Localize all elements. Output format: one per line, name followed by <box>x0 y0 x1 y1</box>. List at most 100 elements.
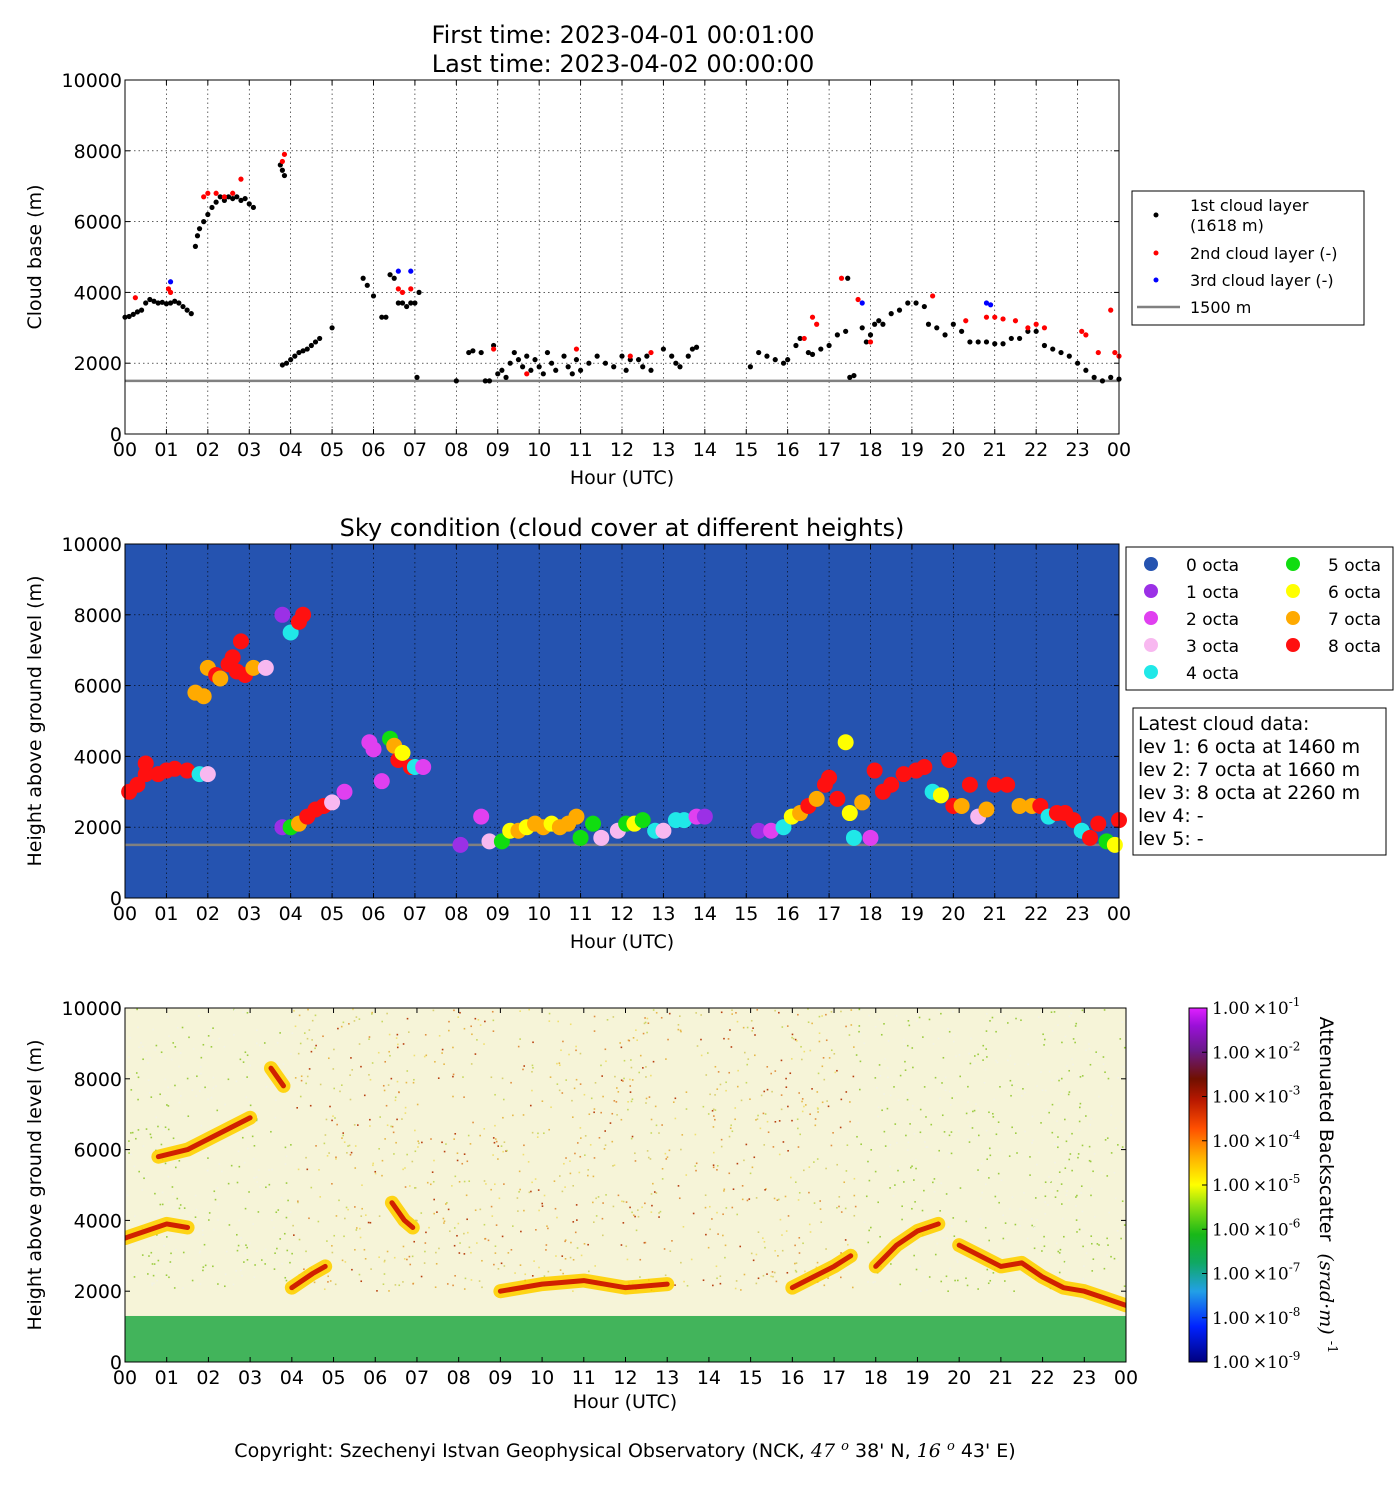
backscatter-speckle <box>915 1167 917 1170</box>
backscatter-speckle <box>541 1202 544 1205</box>
cloud-layer-1-point <box>880 321 886 327</box>
backscatter-speckle <box>519 1010 521 1012</box>
backscatter-speckle <box>677 1185 680 1187</box>
backscatter-speckle <box>446 1202 448 1204</box>
backscatter-speckle <box>452 1075 454 1078</box>
backscatter-speckle <box>759 1127 762 1130</box>
backscatter-speckle <box>939 1097 941 1100</box>
backscatter-speckle <box>194 1194 197 1197</box>
backscatter-speckle <box>878 1064 881 1066</box>
backscatter-speckle <box>1019 1225 1021 1227</box>
octa-8-point <box>883 776 900 793</box>
cloud-layer-1-point <box>201 219 207 225</box>
backscatter-speckle <box>578 1171 581 1174</box>
backscatter-speckle <box>1023 1091 1026 1094</box>
backscatter-speckle <box>297 1201 299 1204</box>
cloud-layer-1-point <box>391 275 397 281</box>
octa-legend-frame <box>1125 546 1394 691</box>
backscatter-speckle <box>365 1214 367 1216</box>
backscatter-speckle <box>1019 1208 1022 1210</box>
backscatter-speckle <box>195 1095 198 1097</box>
backscatter-speckle <box>381 1174 383 1177</box>
backscatter-speckle <box>157 1215 160 1217</box>
degree-symbol: o <box>841 1439 849 1454</box>
backscatter-speckle <box>1080 1185 1083 1187</box>
backscatter-speckle <box>1053 1011 1056 1013</box>
backscatter-speckle <box>520 1230 522 1233</box>
cloud-layer-3-point <box>983 300 990 306</box>
backscatter-speckle <box>1056 1078 1059 1080</box>
backscatter-speckle <box>445 1203 447 1205</box>
cloud-layer-1-point <box>515 357 522 363</box>
backscatter-speckle <box>1062 1217 1064 1220</box>
backscatter-speckle <box>639 1276 641 1278</box>
backscatter-speckle <box>1102 1056 1105 1058</box>
backscatter-speckle <box>154 1048 157 1051</box>
y-tick-label: 6000 <box>74 676 122 698</box>
octa-8-point <box>986 776 1003 793</box>
backscatter-speckle <box>300 1079 303 1082</box>
backscatter-speckle <box>1056 1143 1059 1146</box>
colorbar-units: (srad·m) <box>1315 1253 1337 1334</box>
backscatter-speckle <box>911 1047 914 1049</box>
backscatter-speckle <box>178 1160 181 1162</box>
backscatter-speckle <box>1068 1199 1071 1202</box>
backscatter-speckle <box>686 1284 689 1287</box>
backscatter-speckle <box>845 1170 848 1172</box>
x-tick-label: 13 <box>651 439 675 461</box>
backscatter-speckle <box>558 1089 561 1092</box>
backscatter-speckle <box>669 1250 672 1252</box>
backscatter-speckle <box>625 1245 628 1248</box>
backscatter-speckle <box>248 1101 251 1103</box>
backscatter-speckle <box>731 1013 734 1015</box>
colorbar-tick-label: 1.00 ×10-6 <box>1212 1216 1300 1240</box>
backscatter-speckle <box>1123 1224 1126 1226</box>
backscatter-speckle <box>507 1252 510 1254</box>
backscatter-speckle <box>490 1188 492 1191</box>
backscatter-speckle <box>213 1190 216 1193</box>
backscatter-speckle <box>347 1208 349 1211</box>
backscatter-speckle <box>555 1255 557 1257</box>
backscatter-speckle <box>1030 1217 1033 1220</box>
backscatter-speckle <box>1078 1228 1081 1231</box>
y-tick-label: 10000 <box>62 998 122 1020</box>
backscatter-speckle <box>575 1078 578 1081</box>
cloud-layer-1-point <box>172 298 178 304</box>
backscatter-speckle <box>152 1274 155 1277</box>
octa-5-point <box>585 815 602 832</box>
backscatter-speckle <box>1094 1216 1096 1218</box>
cloud-layer-2-point <box>855 296 861 303</box>
backscatter-speckle <box>764 1189 766 1191</box>
backscatter-speckle <box>490 1076 493 1079</box>
backscatter-speckle <box>329 1105 331 1108</box>
backscatter-speckle <box>680 1148 682 1151</box>
backscatter-speckle <box>327 1057 330 1060</box>
backscatter-speckle <box>334 1117 336 1119</box>
backscatter-speckle <box>371 1011 373 1014</box>
backscatter-speckle <box>387 1084 390 1086</box>
backscatter-speckle <box>1110 1114 1112 1116</box>
cloud-layer-1-point <box>466 349 472 356</box>
latitude-minutes: 38' N, <box>855 1440 917 1462</box>
backscatter-speckle <box>825 1013 827 1016</box>
backscatter-speckle <box>442 1217 445 1220</box>
backscatter-speckle <box>953 1235 956 1237</box>
backscatter-speckle <box>857 1122 859 1124</box>
backscatter-speckle <box>492 1137 495 1139</box>
backscatter-speckle <box>153 1282 155 1285</box>
backscatter-speckle <box>564 1186 566 1188</box>
backscatter-speckle <box>995 1192 998 1195</box>
backscatter-speckle <box>425 1054 428 1057</box>
backscatter-speckle <box>135 1137 137 1140</box>
backscatter-speckle <box>766 1066 769 1068</box>
x-tick-label: 19 <box>900 903 924 925</box>
backscatter-speckle <box>201 1229 204 1232</box>
backscatter-speckle <box>386 1012 388 1015</box>
cloud-layer-2-point <box>395 286 401 292</box>
backscatter-speckle <box>285 1155 288 1158</box>
backscatter-speckle <box>241 1136 244 1139</box>
backscatter-speckle <box>395 1037 398 1039</box>
legend-label-reference-line: 1500 m <box>1190 298 1251 317</box>
backscatter-speckle <box>1102 1063 1105 1066</box>
backscatter-speckle <box>424 1242 427 1244</box>
